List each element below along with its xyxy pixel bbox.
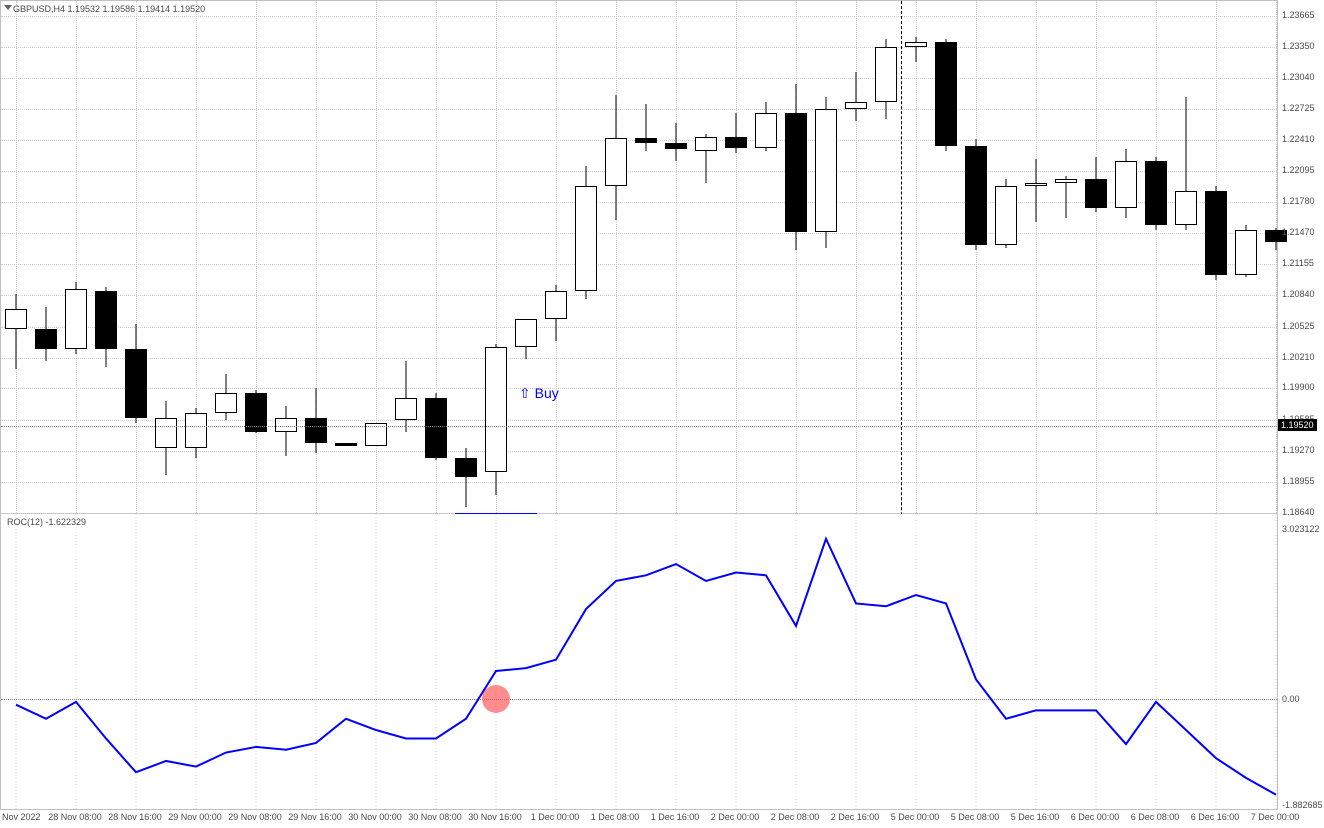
time-tick-label: 5 Dec 00:00	[891, 812, 940, 822]
candle	[365, 1, 387, 515]
time-tick-label: 29 Nov 00:00	[168, 812, 222, 822]
candle	[665, 1, 687, 515]
candle	[425, 1, 447, 515]
candle	[395, 1, 417, 515]
indicator-tick-label: 0.00	[1282, 694, 1300, 704]
trading-chart-container: ⇧ BuyStop GBPUSD,H4 1.19532 1.19586 1.19…	[0, 0, 1324, 828]
time-tick-label: 2 Dec 08:00	[771, 812, 820, 822]
candle	[815, 1, 837, 515]
candle	[905, 1, 927, 515]
candle	[95, 1, 117, 515]
price-tick-label: 1.20840	[1282, 289, 1315, 299]
price-tick-label: 1.23665	[1282, 10, 1315, 20]
price-tick-label: 1.18955	[1282, 476, 1315, 486]
time-tick-label: 28 Nov 2022	[0, 812, 41, 822]
time-tick-label: 6 Dec 08:00	[1131, 812, 1180, 822]
candle	[1145, 1, 1167, 515]
price-tick-label: 1.22410	[1282, 134, 1315, 144]
price-tick-label: 1.20210	[1282, 352, 1315, 362]
price-tick-label: 1.21155	[1282, 258, 1314, 268]
candle	[755, 1, 777, 515]
candle	[845, 1, 867, 515]
time-axis: 28 Nov 2022 28 Nov 08:00 28 Nov 16:00 29 No…	[0, 810, 1278, 828]
time-tick-label: 5 Dec 08:00	[951, 812, 1000, 822]
candle	[785, 1, 807, 515]
indicator-tick-label: -1.882685	[1282, 800, 1323, 810]
candle	[545, 1, 567, 515]
time-tick-label: 5 Dec 16:00	[1011, 812, 1060, 822]
candle	[305, 1, 327, 515]
time-tick-label: 7 Dec 00:00	[1251, 812, 1300, 822]
buy-annotation: ⇧ Buy	[519, 385, 559, 402]
current-price-label: 1.19520	[1278, 419, 1317, 431]
chart-menu-icon[interactable]	[4, 5, 12, 10]
candle	[1175, 1, 1197, 515]
time-tick-label: 29 Nov 08:00	[228, 812, 282, 822]
candle	[275, 1, 297, 515]
time-tick-label: 30 Nov 08:00	[408, 812, 462, 822]
candle	[125, 1, 147, 515]
indicator-title: ROC(12) -1.622329	[7, 517, 86, 527]
candlestick-chart[interactable]: ⇧ BuyStop GBPUSD,H4 1.19532 1.19586 1.19…	[0, 0, 1278, 514]
candle	[965, 1, 987, 515]
candle	[245, 1, 267, 515]
candle	[1115, 1, 1137, 515]
price-axis: 1.23665 1.23350 1.23040 1.22725 1.22410 1.220…	[1278, 0, 1324, 514]
time-tick-label: 2 Dec 16:00	[831, 812, 880, 822]
time-tick-label: 6 Dec 16:00	[1191, 812, 1240, 822]
price-tick-label: 1.21470	[1282, 227, 1315, 237]
candle	[575, 1, 597, 515]
price-tick-label: 1.23040	[1282, 72, 1315, 82]
time-tick-label: 28 Nov 08:00	[48, 812, 102, 822]
indicator-axis: 3.023122 0.00 -1.882685	[1278, 514, 1324, 810]
candle	[215, 1, 237, 515]
price-tick-label: 1.22725	[1282, 103, 1315, 113]
candle	[1235, 1, 1257, 515]
candle	[605, 1, 627, 515]
signal-marker	[482, 685, 510, 713]
candle	[1085, 1, 1107, 515]
time-tick-label: 2 Dec 00:00	[711, 812, 760, 822]
candle	[485, 1, 507, 515]
price-tick-label: 1.21780	[1282, 196, 1315, 206]
candle	[995, 1, 1017, 515]
candle	[455, 1, 477, 515]
roc-line	[1, 514, 1279, 810]
price-tick-label: 1.19900	[1282, 382, 1315, 392]
time-tick-label: 1 Dec 00:00	[531, 812, 580, 822]
candle	[1055, 1, 1077, 515]
candle	[1025, 1, 1047, 515]
candle	[725, 1, 747, 515]
roc-indicator-chart[interactable]: ROC(12) -1.622329	[0, 514, 1278, 810]
candle	[695, 1, 717, 515]
chart-title: GBPUSD,H4 1.19532 1.19586 1.19414 1.1952…	[13, 4, 205, 14]
time-tick-label: 6 Dec 00:00	[1071, 812, 1120, 822]
candle	[155, 1, 177, 515]
price-tick-label: 1.22095	[1282, 165, 1315, 175]
time-tick-label: 1 Dec 16:00	[651, 812, 700, 822]
time-tick-label: 28 Nov 16:00	[108, 812, 162, 822]
candle	[5, 1, 27, 515]
current-price-line	[1, 426, 1277, 427]
candle	[1205, 1, 1227, 515]
candle	[185, 1, 207, 515]
time-tick-label: 30 Nov 00:00	[348, 812, 402, 822]
time-tick-label: 30 Nov 16:00	[468, 812, 522, 822]
candle	[65, 1, 87, 515]
candle	[35, 1, 57, 515]
candle	[635, 1, 657, 515]
price-tick-label: 1.19270	[1282, 445, 1315, 455]
time-tick-label: 1 Dec 08:00	[591, 812, 640, 822]
indicator-tick-label: 3.023122	[1282, 524, 1320, 534]
candle	[935, 1, 957, 515]
time-tick-label: 29 Nov 16:00	[288, 812, 342, 822]
candle	[335, 1, 357, 515]
price-tick-label: 1.23350	[1282, 41, 1315, 51]
price-tick-label: 1.20525	[1282, 321, 1315, 331]
candle	[515, 1, 537, 515]
candle	[875, 1, 897, 515]
